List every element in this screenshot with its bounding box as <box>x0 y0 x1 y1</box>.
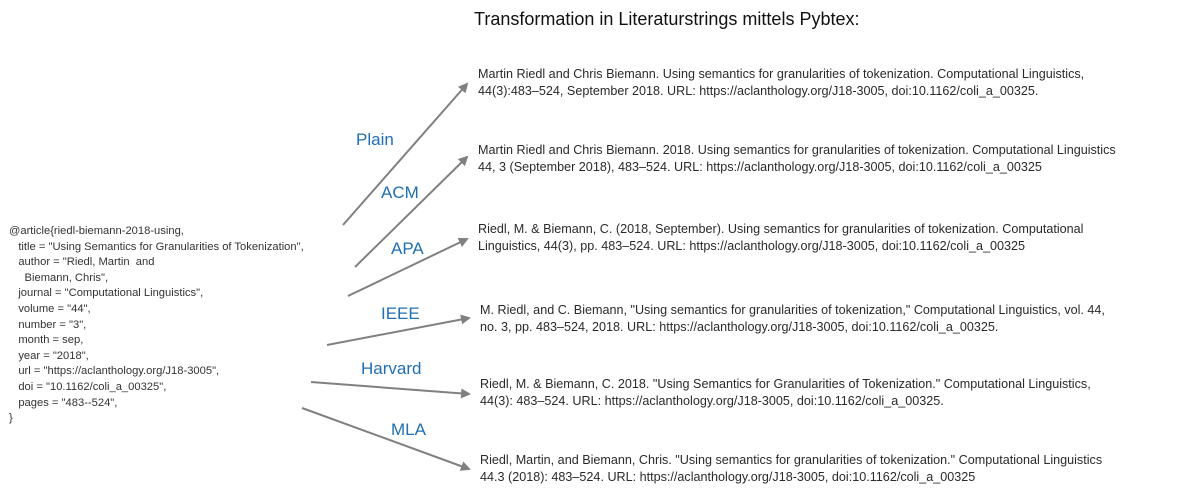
citation-line: 44(3):483–524, September 2018. URL: http… <box>478 84 1039 98</box>
citation-line: Martin Riedl and Chris Biemann. 2018. Us… <box>478 143 1116 157</box>
citation-line: Martin Riedl and Chris Biemann. Using se… <box>478 67 1085 81</box>
arrow-harvard <box>310 381 471 399</box>
citation-mla: Riedl, Martin, and Biemann, Chris. "Usin… <box>480 452 1102 486</box>
style-label-acm: ACM <box>381 183 419 202</box>
bibtex-entry: @article{riedl-biemann-2018-using, title… <box>9 225 304 425</box>
citation-ieee: M. Riedl, and C. Biemann, "Using semanti… <box>480 302 1105 336</box>
arrow-plain <box>342 82 469 226</box>
citation-acm: Martin Riedl and Chris Biemann. 2018. Us… <box>478 142 1116 176</box>
citation-line: Linguistics, 44(3), pp. 483–524. URL: ht… <box>478 239 1026 253</box>
style-label-ieee: IEEE <box>381 304 420 323</box>
citation-line: 44.3 (2018): 483–524. URL: https://aclan… <box>480 470 976 484</box>
arrow-ieee <box>326 314 471 346</box>
citation-line: M. Riedl, and C. Biemann, "Using semanti… <box>480 303 1105 317</box>
arrow-apa <box>347 237 469 297</box>
diagram-title: Transformation in Literaturstrings mitte… <box>474 9 860 29</box>
citation-plain: Martin Riedl and Chris Biemann. Using se… <box>478 66 1084 100</box>
arrow-acm <box>354 155 469 268</box>
citation-line: 44(3): 483–524. URL: https://aclantholog… <box>480 394 944 408</box>
citation-line: Riedl, M. & Biemann, C. 2018. "Using Sem… <box>480 377 1091 391</box>
citation-line: Riedl, M. & Biemann, C. (2018, September… <box>478 222 1084 236</box>
citation-line: 44, 3 (September 2018), 483–524. URL: ht… <box>478 160 1042 174</box>
style-label-mla: MLA <box>391 420 426 439</box>
citation-apa: Riedl, M. & Biemann, C. (2018, September… <box>478 221 1083 255</box>
style-label-plain: Plain <box>356 130 394 149</box>
citation-harvard: Riedl, M. & Biemann, C. 2018. "Using Sem… <box>480 376 1091 410</box>
arrow-mla <box>301 407 471 471</box>
citation-line: no. 3, pp. 483–524, 2018. URL: https://a… <box>480 320 999 334</box>
style-label-harvard: Harvard <box>361 359 422 378</box>
citation-line: Riedl, Martin, and Biemann, Chris. "Usin… <box>480 453 1103 467</box>
style-label-apa: APA <box>391 239 424 258</box>
